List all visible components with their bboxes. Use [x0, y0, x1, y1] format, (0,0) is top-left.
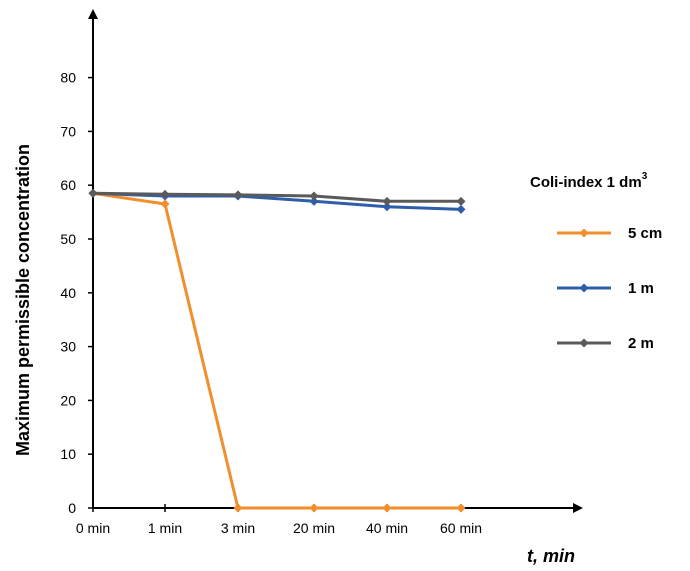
x-tick-label: 1 min [148, 520, 182, 536]
data-point [88, 188, 98, 198]
legend-label: 2 m [628, 335, 654, 352]
x-tick-label: 60 min [440, 520, 482, 536]
legend-label: 1 m [628, 280, 654, 297]
y-tick-label: 30 [60, 339, 76, 355]
x-axis-label: t, min [527, 546, 575, 566]
y-tick-label: 40 [60, 285, 76, 301]
data-point [309, 191, 319, 201]
y-tick-label: 60 [60, 177, 76, 193]
y-tick-label: 0 [68, 500, 76, 516]
data-point [160, 199, 170, 209]
y-tick-labels: 0 10 20 30 40 50 60 70 80 [60, 70, 93, 516]
data-point [456, 196, 466, 206]
legend-items: 5 cm 1 m 2 m [557, 225, 662, 352]
data-point [233, 190, 243, 200]
y-tick-label: 70 [60, 123, 76, 139]
data-point [160, 189, 170, 199]
data-point [382, 503, 392, 513]
data-point [382, 202, 392, 212]
data-point [456, 204, 466, 214]
data-point [309, 503, 319, 513]
legend-title: Coli-index 1 dm3 [530, 171, 648, 191]
x-tick-label: 3 min [221, 520, 255, 536]
y-tick-label: 80 [60, 70, 76, 86]
legend-swatch-marker [579, 283, 589, 293]
x-tick-labels: 0 min 1 min 3 min 20 min 40 min 60 min [76, 504, 482, 536]
y-tick-label: 10 [60, 446, 76, 462]
legend: Coli-index 1 dm3 5 cm 1 m 2 m [530, 171, 662, 352]
data-point [309, 196, 319, 206]
series-line [92, 191, 461, 203]
y-tick-label: 20 [60, 392, 76, 408]
data-point [382, 196, 392, 206]
data-point [233, 503, 243, 513]
legend-title-text: Coli-index 1 dm [530, 174, 642, 191]
series-layer [88, 188, 466, 513]
data-point [456, 503, 466, 513]
legend-title-superscript: 3 [642, 171, 648, 182]
x-tick-label: 0 min [76, 520, 110, 536]
legend-swatch-marker [579, 228, 589, 238]
legend-swatch-marker [579, 338, 589, 348]
y-axis-label: Maximum permissible concentration [13, 144, 33, 456]
y-tick-label: 50 [60, 231, 76, 247]
x-tick-label: 40 min [366, 520, 408, 536]
x-tick-label: 20 min [293, 520, 335, 536]
legend-label: 5 cm [628, 225, 662, 242]
series-line [92, 191, 461, 510]
